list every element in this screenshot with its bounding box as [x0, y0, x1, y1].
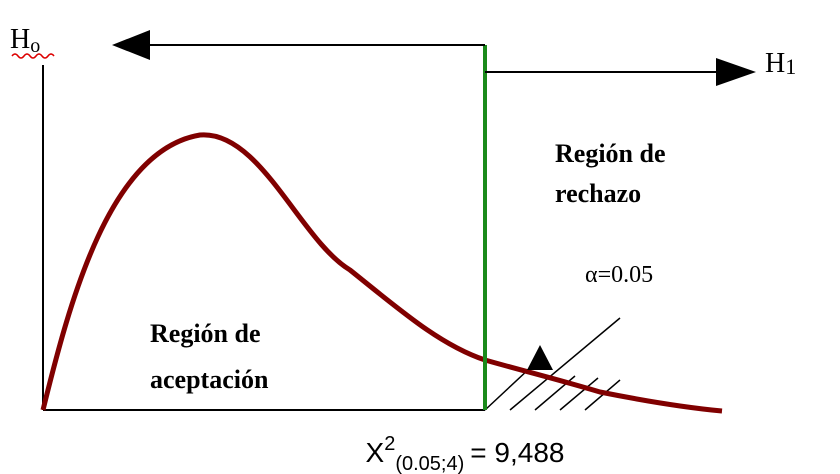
acceptance-line-1: Región de	[150, 319, 261, 348]
rejection-line-2: rechazo	[555, 179, 641, 208]
rejection-hatching	[484, 317, 621, 411]
rejection-line-1: Región de	[555, 139, 666, 168]
distribution-curve	[40, 132, 723, 414]
h1-label: H1	[765, 48, 796, 79]
critical-value: X2(0.05;4) = 9,488	[366, 433, 565, 474]
alpha-pointer	[527, 345, 553, 370]
h0-arrowhead	[112, 30, 150, 60]
alpha-label: α=0.05	[585, 262, 653, 288]
acceptance-line-2: aceptación	[150, 365, 269, 394]
spell-underline	[11, 53, 55, 59]
h1-arrowhead	[716, 58, 756, 86]
h0-label: Ho	[10, 24, 40, 57]
